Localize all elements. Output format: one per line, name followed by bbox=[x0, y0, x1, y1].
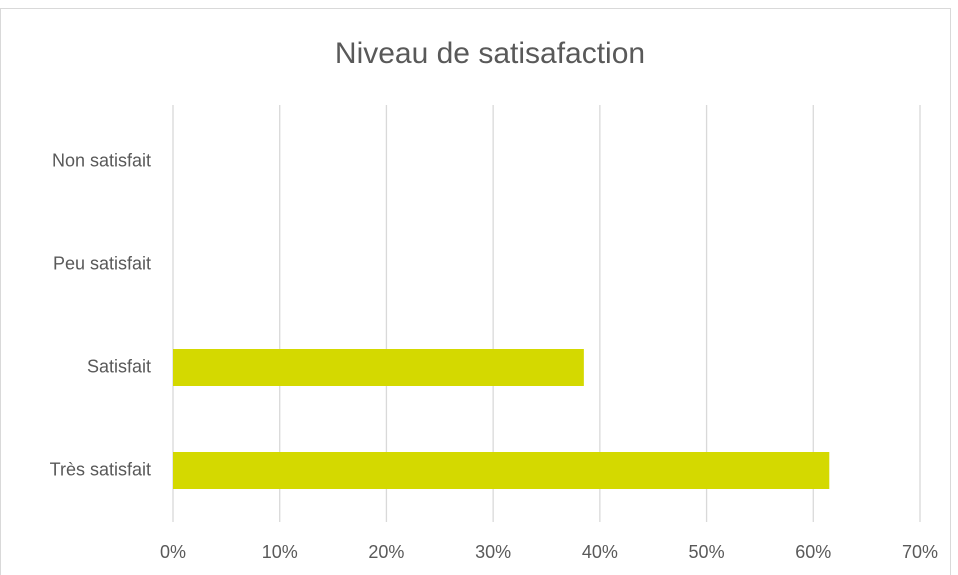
y-tick-label: Peu satisfait bbox=[53, 253, 151, 273]
y-tick-label: Très satisfait bbox=[50, 459, 151, 479]
x-tick-label: 70% bbox=[902, 542, 938, 562]
bar bbox=[173, 349, 584, 386]
x-tick-label: 20% bbox=[368, 542, 404, 562]
chart-title: Niveau de satisafaction bbox=[335, 37, 645, 70]
x-tick-label: 50% bbox=[689, 542, 725, 562]
x-tick-label: 40% bbox=[582, 542, 618, 562]
y-tick-label: Satisfait bbox=[87, 356, 151, 376]
y-tick-label: Non satisfait bbox=[52, 150, 151, 170]
x-tick-label: 60% bbox=[795, 542, 831, 562]
chart-border bbox=[0, 8, 951, 575]
x-tick-label: 0% bbox=[160, 542, 186, 562]
x-tick-label: 30% bbox=[475, 542, 511, 562]
x-tick-label: 10% bbox=[262, 542, 298, 562]
bar bbox=[173, 452, 830, 489]
